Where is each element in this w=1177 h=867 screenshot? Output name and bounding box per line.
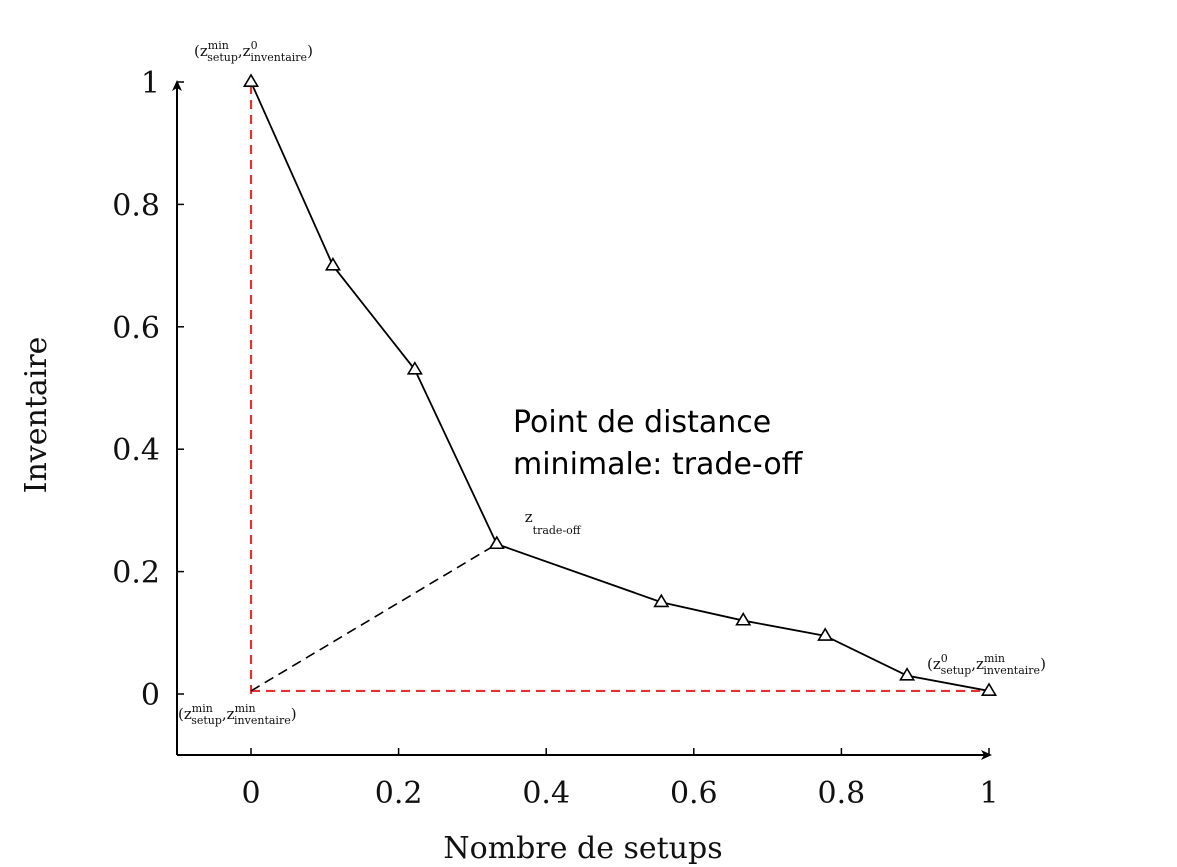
point-label: (zmin setup,zmin inventaire) <box>178 702 297 727</box>
point-label: (zmin setup,z0 inventaire) <box>194 39 313 64</box>
data-point-marker <box>899 667 916 681</box>
x-tick-label: 0.6 <box>670 776 718 811</box>
x-axis-title: Nombre de setups <box>443 831 722 866</box>
point-label-sup: min <box>235 702 256 715</box>
y-tick-label: 0.2 <box>112 556 160 591</box>
reference-lines <box>249 82 989 694</box>
y-tick-label: 0.8 <box>112 188 160 223</box>
point-label-text: ) <box>1040 655 1046 673</box>
labels: Nombre de setups Inventaire Point de dis… <box>19 337 804 866</box>
point-label-text: ) <box>307 42 313 60</box>
point-label-text: z <box>525 508 533 526</box>
ticks: 0 0.2 0.4 0.6 0.8 1 0 0.2 0.4 0.6 0.8 1 <box>112 66 998 811</box>
y-tick-label: 1 <box>141 66 160 101</box>
data-point-marker <box>735 611 752 626</box>
y-tick-label: 0 <box>141 678 160 713</box>
axes <box>172 80 992 760</box>
y-tick-label: 0.6 <box>112 311 160 346</box>
point-label-text: ,z <box>222 705 235 723</box>
series-line <box>250 81 990 692</box>
point-label-text: (z <box>178 705 192 723</box>
annotation-line-2: minimale: trade-off <box>513 447 804 482</box>
point-label-sub: inventaire <box>234 714 291 727</box>
point-label-text: ,z <box>971 655 984 673</box>
data-point-marker <box>406 361 423 375</box>
point-label-sub: inventaire <box>250 51 307 64</box>
data-point-marker <box>324 257 341 271</box>
point-label: (z0 setup,zmin inventaire) <box>927 652 1046 677</box>
point-label-sup: min <box>984 652 1005 665</box>
data-point-marker <box>488 535 505 550</box>
series <box>242 73 998 696</box>
point-label-text: ,z <box>238 42 251 60</box>
point-label-sup: 0 <box>251 39 258 52</box>
reference-line <box>250 543 498 692</box>
point-label-sup: 0 <box>941 652 948 665</box>
x-tick-label: 1 <box>979 776 998 811</box>
point-label-sub: setup <box>941 664 972 677</box>
y-tick-label: 0.4 <box>112 433 160 468</box>
point-labels: (zmin setup,z0 inventaire)ztrade-off(z0 set… <box>178 39 1046 727</box>
point-label-text: (z <box>194 42 208 60</box>
x-tick-label: 0 <box>241 776 260 811</box>
data-point-marker <box>980 682 998 696</box>
data-point-marker <box>653 593 670 608</box>
x-tick-label: 0.4 <box>522 776 570 811</box>
annotation-text: Point de distance minimale: trade-off <box>513 405 804 482</box>
data-point-marker <box>817 627 834 641</box>
y-axis-title: Inventaire <box>19 337 54 494</box>
point-label-sup: min <box>192 702 213 715</box>
annotation-line-1: Point de distance <box>513 405 771 440</box>
point-label-sub: setup <box>191 714 222 727</box>
point-label: ztrade-off <box>525 508 582 537</box>
point-label-text: (z <box>927 655 941 673</box>
data-point-marker <box>242 73 260 87</box>
point-label-sub: trade-off <box>533 524 582 537</box>
point-label-sub: inventaire <box>983 664 1040 677</box>
x-tick-label: 0.8 <box>818 776 866 811</box>
y-axis-arrow <box>172 80 182 91</box>
point-label-sup: min <box>208 39 229 52</box>
point-label-sub: setup <box>207 51 238 64</box>
point-label-text: ) <box>291 705 297 723</box>
x-tick-label: 0.2 <box>375 776 423 811</box>
x-axis-arrow <box>981 750 992 760</box>
